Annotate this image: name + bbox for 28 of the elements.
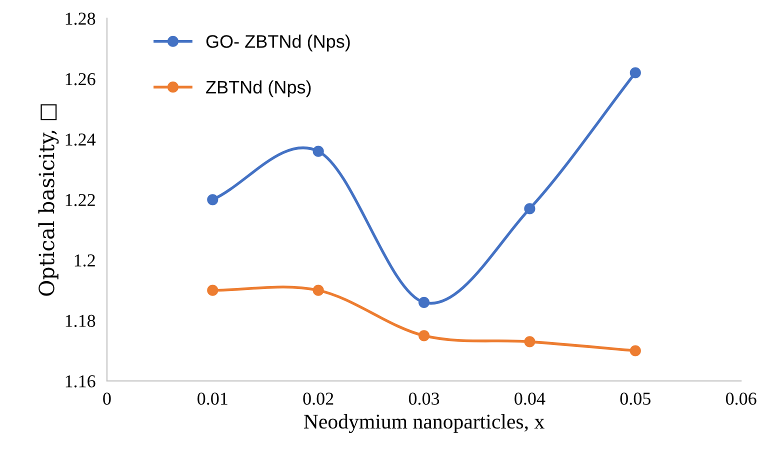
x-tick-label: 0.02 xyxy=(303,392,334,405)
point xyxy=(418,330,430,342)
y-tick-label: 1.28 xyxy=(66,12,96,25)
point xyxy=(630,67,641,78)
y-tick-label: 1.16 xyxy=(66,375,96,388)
y-tick-label: 1.18 xyxy=(66,314,96,328)
y-tick-label: 1.22 xyxy=(66,194,95,206)
x-tick-label: 0.04 xyxy=(514,392,546,405)
y-tick-label: 1.24 xyxy=(66,134,96,146)
x-tick-label: 0.01 xyxy=(198,392,228,405)
y-tick-label: 1.2 xyxy=(74,254,95,267)
x-tick-label: 0 xyxy=(103,392,111,405)
point xyxy=(207,284,218,296)
legend-label: ZBTNd (Nps) xyxy=(206,80,311,98)
y-axis-title: Optical basicity, □ xyxy=(38,104,59,296)
y-tick-label: 1.26 xyxy=(66,73,96,86)
x-tick-label: 0.06 xyxy=(726,392,756,405)
point xyxy=(418,296,430,308)
legend-label: GO- ZBTNd (Nps) xyxy=(206,34,350,52)
point xyxy=(524,336,536,348)
point xyxy=(312,146,324,157)
x-tick-label: 0.03 xyxy=(408,392,440,405)
point xyxy=(630,345,641,356)
x-axis-title: Neodymium nanoparticles, x xyxy=(304,414,544,433)
x-tick-label: 0.05 xyxy=(620,392,650,405)
point xyxy=(207,194,218,206)
point xyxy=(524,203,536,214)
point xyxy=(312,284,324,296)
